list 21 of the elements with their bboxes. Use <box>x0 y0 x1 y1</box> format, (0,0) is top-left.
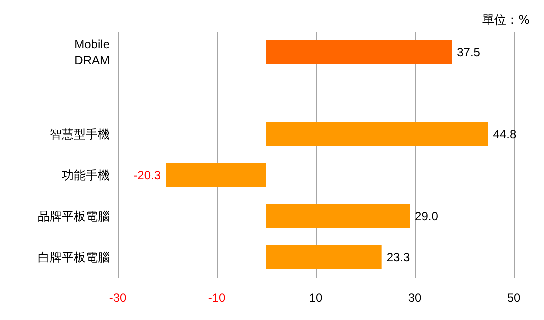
x-tick-label: 50 <box>507 291 521 305</box>
y-tick-label: 白牌平板電腦 <box>38 250 110 264</box>
bar <box>266 122 488 146</box>
text: 單位：% <box>482 13 530 27</box>
bar <box>166 164 266 188</box>
data-label: -20.3 <box>134 168 162 182</box>
bar <box>266 204 410 228</box>
data-label: 37.5 <box>457 46 481 60</box>
y-tick-label: Mobile DRAM <box>74 38 110 68</box>
x-tick-label: 30 <box>408 291 422 305</box>
data-label: 23.3 <box>386 250 411 264</box>
y-tick-label: 功能手機 <box>62 168 110 182</box>
bar <box>266 40 452 64</box>
x-tick-label: -10 <box>208 291 226 305</box>
x-tick-label: 10 <box>309 291 323 305</box>
y-tick-label: 智慧型手機 <box>50 128 110 142</box>
bar <box>266 246 382 270</box>
y-tick-label: 品牌平板電腦 <box>38 210 110 224</box>
data-label: 44.8 <box>493 128 517 142</box>
x-tick-label: -30 <box>109 291 127 305</box>
data-label: 29.0 <box>415 210 439 224</box>
